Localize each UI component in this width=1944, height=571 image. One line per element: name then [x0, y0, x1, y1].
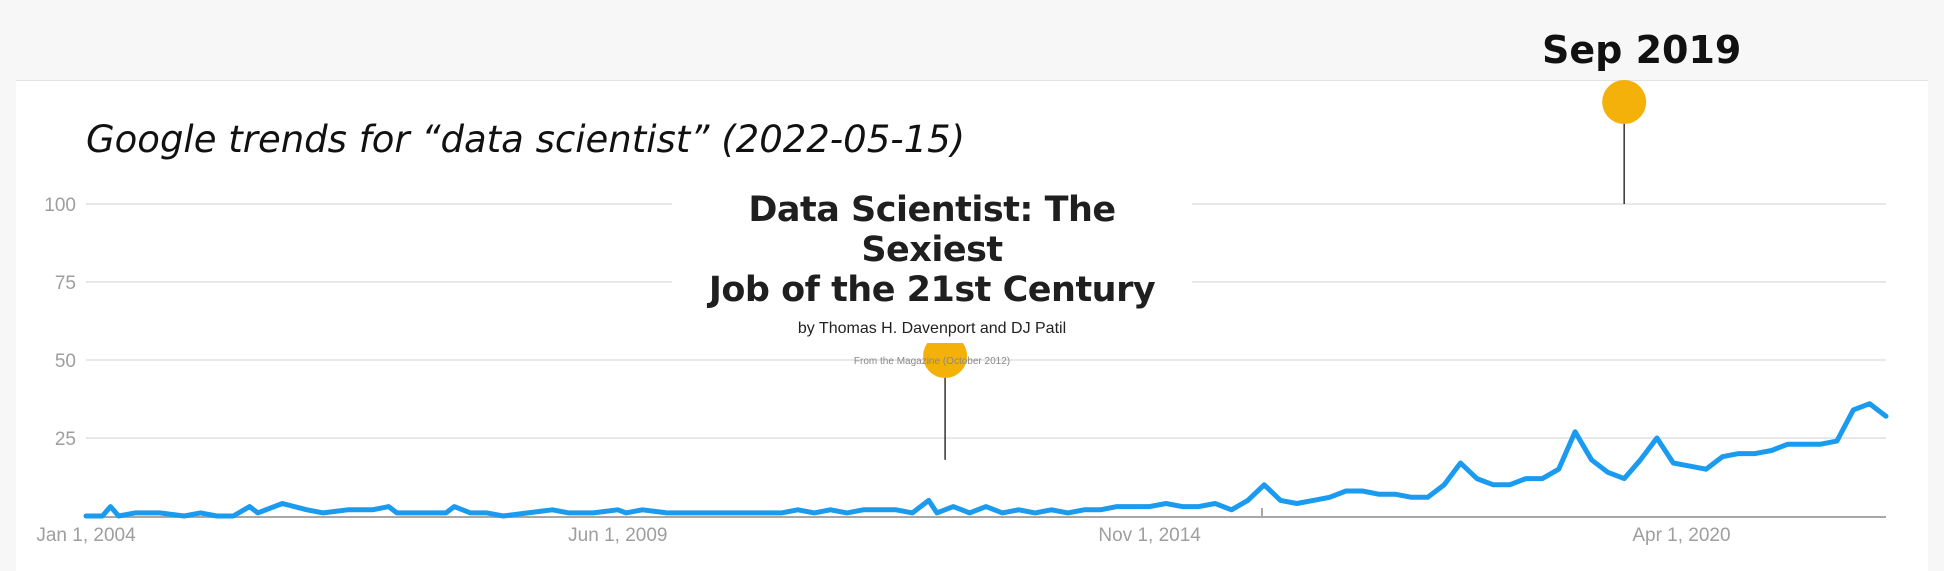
x-tick-label: Jun 1, 2009	[568, 525, 667, 546]
peak-annotation-label: Sep 2019	[1542, 28, 1742, 72]
callout-source: From the Magazine (October 2012)	[853, 356, 1011, 367]
callout-byline: by Thomas H. Davenport and DJ Patil	[797, 320, 1067, 337]
series-layer	[83, 401, 1889, 519]
annotation-marker	[923, 334, 968, 378]
y-tick-label: 75	[55, 273, 76, 294]
axes: 25 50 75 100 Jan 1, 2004 Jun 1, 2009 Nov 1, 20…	[36, 195, 1886, 546]
callout-headline: Data Scientist: The Sexiest Job of the 2…	[672, 188, 1192, 310]
annotations	[923, 80, 1647, 460]
chart-title: Google trends for “data scientist” (2022…	[86, 118, 966, 161]
y-tick-label: 100	[44, 195, 76, 216]
article-callout: Data Scientist: The Sexiest Job of the 2…	[672, 188, 1192, 367]
x-tick-label: Apr 1, 2020	[1632, 525, 1730, 546]
trend-line	[83, 401, 1889, 519]
x-tick-label: Jan 1, 2004	[36, 525, 136, 546]
callout-headline-line-2: Job of the 21st Century	[708, 270, 1156, 310]
callout-headline-line-1: Data Scientist: The Sexiest	[748, 190, 1116, 270]
x-tick-label: Nov 1, 2014	[1098, 525, 1201, 546]
y-tick-label: 50	[55, 351, 76, 372]
y-tick-label: 25	[55, 429, 76, 450]
annotation-marker	[1602, 80, 1647, 124]
